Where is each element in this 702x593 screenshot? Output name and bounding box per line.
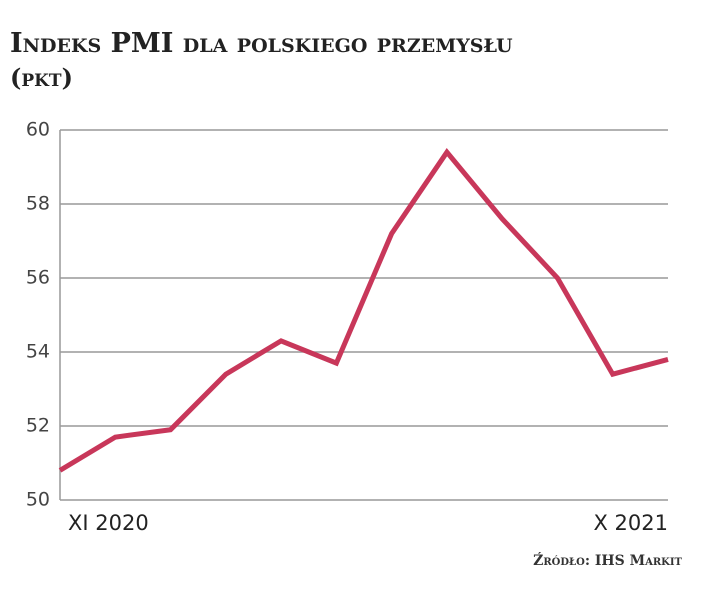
- y-tick-label: 58: [26, 193, 50, 215]
- data-line: [58, 148, 669, 473]
- x-tick-label: X 2021: [593, 511, 668, 535]
- y-tick-label: 56: [26, 267, 50, 289]
- chart-title: Indeks PMI dla polskiego przemysłu: [10, 28, 513, 59]
- x-tick-label: XI 2020: [68, 511, 149, 535]
- y-tick-label: 60: [26, 119, 50, 141]
- y-tick-label: 52: [26, 415, 50, 437]
- y-tick-label: 50: [26, 489, 50, 511]
- source: Źródło: IHS Markit: [533, 551, 682, 569]
- chart-subtitle: (pkt): [10, 63, 73, 92]
- y-tick-label: 54: [26, 341, 50, 363]
